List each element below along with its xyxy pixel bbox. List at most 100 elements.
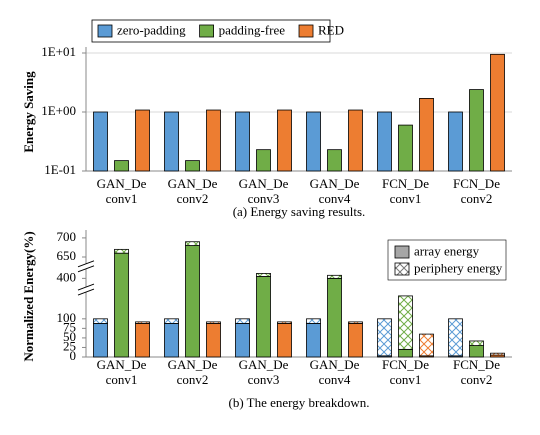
x-tick-label: conv3: [248, 191, 280, 206]
bar: [327, 149, 342, 172]
legend-swatch: [394, 262, 410, 276]
x-tick-label: conv1: [390, 191, 422, 206]
x-tick-label: FCN_De: [453, 176, 500, 191]
bar-array: [164, 322, 179, 358]
bar: [277, 109, 292, 172]
caption: (a) Energy saving results.: [233, 204, 366, 219]
x-tick-label: GAN_De: [310, 176, 360, 191]
bar-periphery: [185, 241, 200, 246]
bar-array: [398, 348, 413, 358]
x-tick-label: GAN_De: [97, 176, 147, 191]
x-tick-label: conv4: [319, 191, 351, 206]
x-tick-label: conv2: [177, 191, 209, 206]
x-tick-label: conv2: [461, 191, 493, 206]
bar-array: [256, 276, 271, 358]
bar-array: [327, 277, 342, 358]
x-tick-label: conv3: [248, 372, 280, 387]
x-tick-label: conv1: [106, 372, 138, 387]
bar: [256, 149, 271, 172]
x-tick-label: conv4: [319, 372, 351, 387]
bar-periphery: [135, 321, 150, 324]
bar-array: [277, 322, 292, 358]
bar: [185, 160, 200, 172]
bar-periphery: [419, 333, 434, 357]
y-axis-label: Normalized Energy(%): [21, 231, 36, 361]
x-tick-label: FCN_De: [382, 176, 429, 191]
x-tick-label: conv2: [461, 372, 493, 387]
bar-array: [206, 322, 221, 358]
x-tick-label: GAN_De: [310, 357, 360, 372]
axis-break: [77, 260, 95, 268]
legend-swatch: [394, 245, 410, 259]
legend-label: zero-padding: [117, 22, 186, 37]
bar: [469, 89, 484, 172]
y-axis-label: Energy Saving: [21, 71, 36, 153]
bar: [164, 111, 179, 172]
x-tick-label: GAN_De: [168, 357, 218, 372]
x-tick-label: FCN_De: [382, 357, 429, 372]
bar-periphery: [235, 318, 250, 324]
y-tick-label: 0: [70, 348, 77, 363]
bar: [93, 111, 108, 172]
y-tick-label: 50: [63, 329, 76, 344]
bar: [398, 124, 413, 172]
y-tick-label: 1E+01: [41, 44, 76, 59]
x-tick-label: GAN_De: [168, 176, 218, 191]
axis-break-cover: [78, 260, 94, 272]
bar: [206, 109, 221, 172]
legend-label: RED: [318, 22, 344, 37]
legend-label: array energy: [414, 243, 480, 258]
bar-array: [306, 322, 321, 358]
caption: (b) The energy breakdown.: [228, 395, 369, 410]
bar-array: [93, 322, 108, 358]
bar-periphery: [164, 318, 179, 324]
y-tick-label: 650: [57, 248, 77, 263]
y-tick-label: 400: [57, 269, 77, 284]
bar: [235, 111, 250, 172]
bar: [306, 111, 321, 172]
axis-break: [77, 265, 95, 273]
x-tick-label: GAN_De: [239, 357, 289, 372]
bar-periphery: [277, 321, 292, 324]
x-tick-label: conv2: [177, 372, 209, 387]
bar-periphery: [469, 340, 484, 346]
bar: [114, 160, 129, 172]
bar-array: [235, 322, 250, 358]
y-tick-label: 75: [63, 319, 76, 334]
bar-array: [469, 345, 484, 358]
bar-array: [185, 245, 200, 358]
bar-array: [114, 252, 129, 358]
bar-periphery: [448, 318, 463, 357]
y-tick-label: 700: [57, 229, 77, 244]
bar-periphery: [377, 318, 392, 357]
bar: [377, 111, 392, 172]
bar: [490, 53, 505, 172]
y-tick-label: 100: [57, 310, 77, 325]
axis-break: [77, 283, 95, 291]
bar-array: [348, 322, 363, 358]
legend-label: padding-free: [219, 22, 286, 37]
x-tick-label: conv1: [106, 191, 138, 206]
bar: [448, 111, 463, 172]
bar-periphery: [256, 272, 271, 277]
x-tick-label: FCN_De: [453, 357, 500, 372]
x-tick-label: conv1: [390, 372, 422, 387]
bar-periphery: [306, 318, 321, 324]
bar: [348, 109, 363, 172]
y-tick-label: 1E+00: [41, 103, 76, 118]
y-tick-label: 25: [63, 338, 76, 353]
x-tick-label: GAN_De: [239, 176, 289, 191]
bar: [419, 98, 434, 172]
bar: [135, 109, 150, 172]
legend-label: periphery energy: [414, 260, 503, 275]
bar-periphery: [114, 248, 129, 254]
legend-swatch: [199, 24, 214, 38]
legend-swatch: [97, 24, 113, 38]
legend-swatch: [298, 24, 314, 38]
x-tick-label: GAN_De: [97, 357, 147, 372]
bar-periphery: [348, 321, 363, 324]
bar-periphery: [490, 352, 505, 356]
axis-break: [77, 288, 95, 296]
